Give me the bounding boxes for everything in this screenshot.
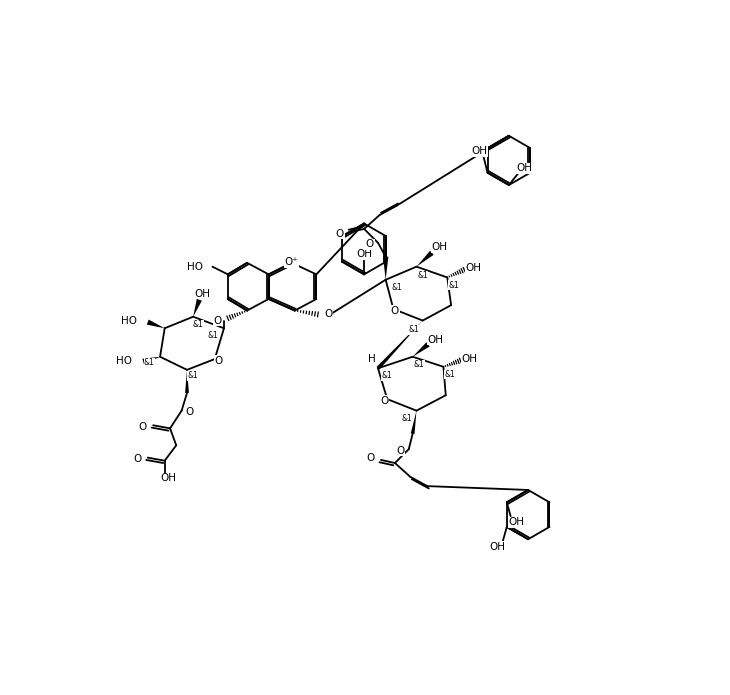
Text: OH: OH: [461, 354, 477, 364]
Text: &1: &1: [402, 414, 412, 423]
Text: &1: &1: [193, 320, 203, 329]
Text: O: O: [366, 239, 374, 250]
Text: O: O: [391, 306, 399, 316]
Polygon shape: [377, 320, 423, 370]
Text: &1: &1: [413, 360, 424, 369]
Text: H: H: [368, 354, 376, 364]
Text: OH: OH: [194, 288, 210, 299]
Text: O: O: [215, 356, 223, 366]
Text: OH: OH: [161, 473, 177, 484]
Text: O: O: [366, 453, 375, 464]
Polygon shape: [417, 251, 434, 267]
Text: O: O: [134, 454, 142, 464]
Polygon shape: [142, 357, 160, 364]
Text: O: O: [380, 395, 388, 406]
Text: &1: &1: [391, 283, 402, 292]
Text: O⁺: O⁺: [285, 257, 299, 267]
Text: OH: OH: [356, 250, 372, 259]
Polygon shape: [412, 343, 430, 357]
Text: &1: &1: [418, 272, 428, 280]
Text: OH: OH: [516, 163, 532, 173]
Text: HO: HO: [187, 261, 203, 272]
Text: O: O: [396, 445, 405, 456]
Text: HO: HO: [116, 357, 132, 366]
Polygon shape: [147, 320, 165, 328]
Text: HO: HO: [121, 316, 137, 327]
Text: O: O: [185, 407, 193, 417]
Polygon shape: [193, 299, 202, 317]
Text: OH: OH: [490, 542, 506, 552]
Text: &1: &1: [448, 281, 459, 290]
Text: OH: OH: [472, 146, 488, 156]
Text: OH: OH: [466, 263, 482, 273]
Text: OH: OH: [508, 517, 524, 528]
Text: &1: &1: [188, 372, 199, 380]
Text: &1: &1: [144, 359, 155, 368]
Text: &1: &1: [208, 332, 218, 341]
Text: &1: &1: [408, 325, 419, 334]
Text: O: O: [324, 309, 332, 320]
Text: OH: OH: [428, 335, 444, 345]
Polygon shape: [185, 370, 189, 393]
Text: &1: &1: [445, 370, 455, 379]
Text: &1: &1: [382, 372, 393, 380]
Text: O: O: [139, 422, 147, 432]
Text: O: O: [336, 229, 344, 238]
Text: O: O: [213, 316, 222, 325]
Polygon shape: [383, 256, 388, 280]
Text: OH: OH: [431, 243, 447, 252]
Polygon shape: [411, 411, 417, 434]
